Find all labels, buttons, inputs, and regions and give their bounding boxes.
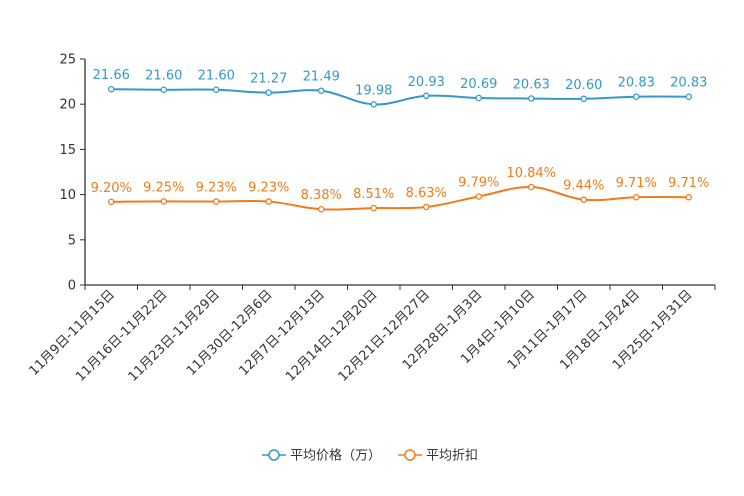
y-tick-label: 20: [59, 98, 76, 113]
data-point: [108, 85, 115, 93]
data-label: 9.25%: [143, 180, 184, 195]
data-point: [528, 183, 535, 191]
data-label: 19.98: [355, 83, 392, 98]
legend-marker: [404, 449, 416, 461]
data-label: 21.27: [250, 72, 287, 87]
x-tick-label: 11月9日-11月15日: [26, 287, 118, 379]
data-label: 9.79%: [458, 175, 499, 190]
data-label: 20.69: [460, 77, 497, 92]
x-tick-label: 12月14日-12月20日: [283, 287, 380, 384]
data-point: [265, 198, 272, 205]
legend: 平均价格（万） 平均折扣: [262, 448, 478, 464]
data-point: [160, 198, 167, 205]
data-label: 9.71%: [668, 176, 709, 191]
data-point: [475, 94, 482, 102]
x-tick-label: 12月21日-12月27日: [336, 287, 433, 384]
data-label: 8.63%: [406, 186, 447, 201]
data-point: [633, 93, 640, 100]
series-layer: 21.66 21.60 21.60 21.27 21.49 19.98 20.93 20.69…: [91, 68, 709, 213]
data-point: [317, 205, 325, 213]
series-1: 9.20% 9.25% 9.23% 9.23% 8.38% 8.51% 8.63% 9.79%…: [91, 166, 709, 213]
data-label: 10.84%: [506, 166, 556, 181]
data-point: [265, 89, 272, 96]
series-0: 21.66 21.60 21.60 21.27 21.49 19.98 20.93 20.69…: [93, 68, 707, 108]
data-point: [108, 198, 115, 206]
data-label: 20.93: [408, 75, 445, 90]
series-line: [111, 186, 689, 211]
data-point: [633, 193, 640, 201]
data-label: 20.60: [565, 78, 602, 93]
data-label: 21.60: [145, 69, 182, 84]
y-tick-label: 25: [59, 53, 76, 68]
legend-marker: [268, 449, 280, 461]
data-label: 21.60: [198, 69, 235, 84]
data-label: 9.20%: [91, 181, 132, 196]
data-point: [580, 196, 588, 203]
y-tick-label: 10: [59, 188, 76, 203]
legend-item-0: 平均价格（万）: [262, 448, 381, 464]
data-point: [212, 86, 220, 93]
data-label: 20.83: [670, 76, 707, 91]
data-point: [212, 198, 220, 205]
data-label: 20.63: [513, 78, 550, 93]
y-tick-label: 5: [68, 233, 76, 248]
series-line: [111, 88, 689, 106]
data-label: 9.71%: [616, 176, 657, 191]
data-point: [370, 101, 377, 108]
data-label: 9.44%: [563, 179, 604, 194]
x-tick-label: 11月16日-11月22日: [73, 287, 170, 384]
axes: 0 5 10 15 20 25 11月9日-11月15日11月16日-11月22日11月23…: [26, 53, 716, 385]
data-label: 9.23%: [248, 181, 289, 196]
legend-label: 平均折扣: [426, 449, 478, 464]
data-point: [422, 203, 430, 211]
data-label: 8.38%: [301, 188, 342, 203]
data-point: [685, 93, 693, 100]
data-point: [528, 95, 535, 102]
data-label: 21.49: [303, 70, 340, 85]
data-label: 20.83: [618, 76, 655, 91]
data-label: 21.66: [93, 68, 130, 83]
legend-label: 平均价格（万）: [290, 448, 381, 464]
data-point: [475, 193, 482, 200]
data-point: [160, 86, 167, 93]
data-label: 8.51%: [353, 187, 394, 202]
data-label: 9.23%: [196, 181, 237, 196]
legend-item-1: 平均折扣: [398, 449, 478, 464]
x-tick-label: 11月23日-11月29日: [126, 287, 223, 384]
data-point: [422, 92, 430, 100]
data-point: [685, 193, 693, 201]
y-tick-label: 15: [59, 143, 76, 158]
y-tick-label: 0: [68, 279, 76, 294]
data-point: [370, 204, 377, 212]
data-point: [317, 87, 325, 94]
data-point: [580, 95, 588, 103]
